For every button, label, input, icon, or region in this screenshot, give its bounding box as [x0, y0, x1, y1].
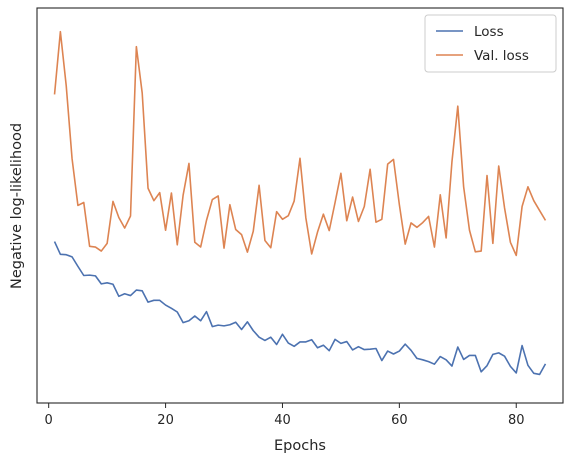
x-axis-ticks: 0 20 40 60 80 — [45, 403, 525, 428]
plot-area — [37, 8, 563, 403]
x-tick-label: 20 — [157, 413, 174, 428]
x-axis-label: Epochs — [274, 438, 326, 454]
y-axis-label: Negative log-likelihood — [9, 123, 25, 289]
x-tick-label: 60 — [391, 413, 408, 428]
legend-label-loss: Loss — [474, 24, 504, 40]
series-layer — [53, 30, 547, 376]
series-line-val-loss — [53, 30, 547, 257]
legend: Loss Val. loss — [424, 14, 557, 73]
x-tick-label: 0 — [45, 413, 53, 428]
legend-box — [424, 14, 557, 73]
x-tick-label: 80 — [508, 413, 525, 428]
x-tick-label: 40 — [274, 413, 291, 428]
plot-frame — [36, 7, 564, 404]
series-line-loss — [53, 241, 547, 376]
legend-label-val-loss: Val. loss — [474, 48, 529, 64]
